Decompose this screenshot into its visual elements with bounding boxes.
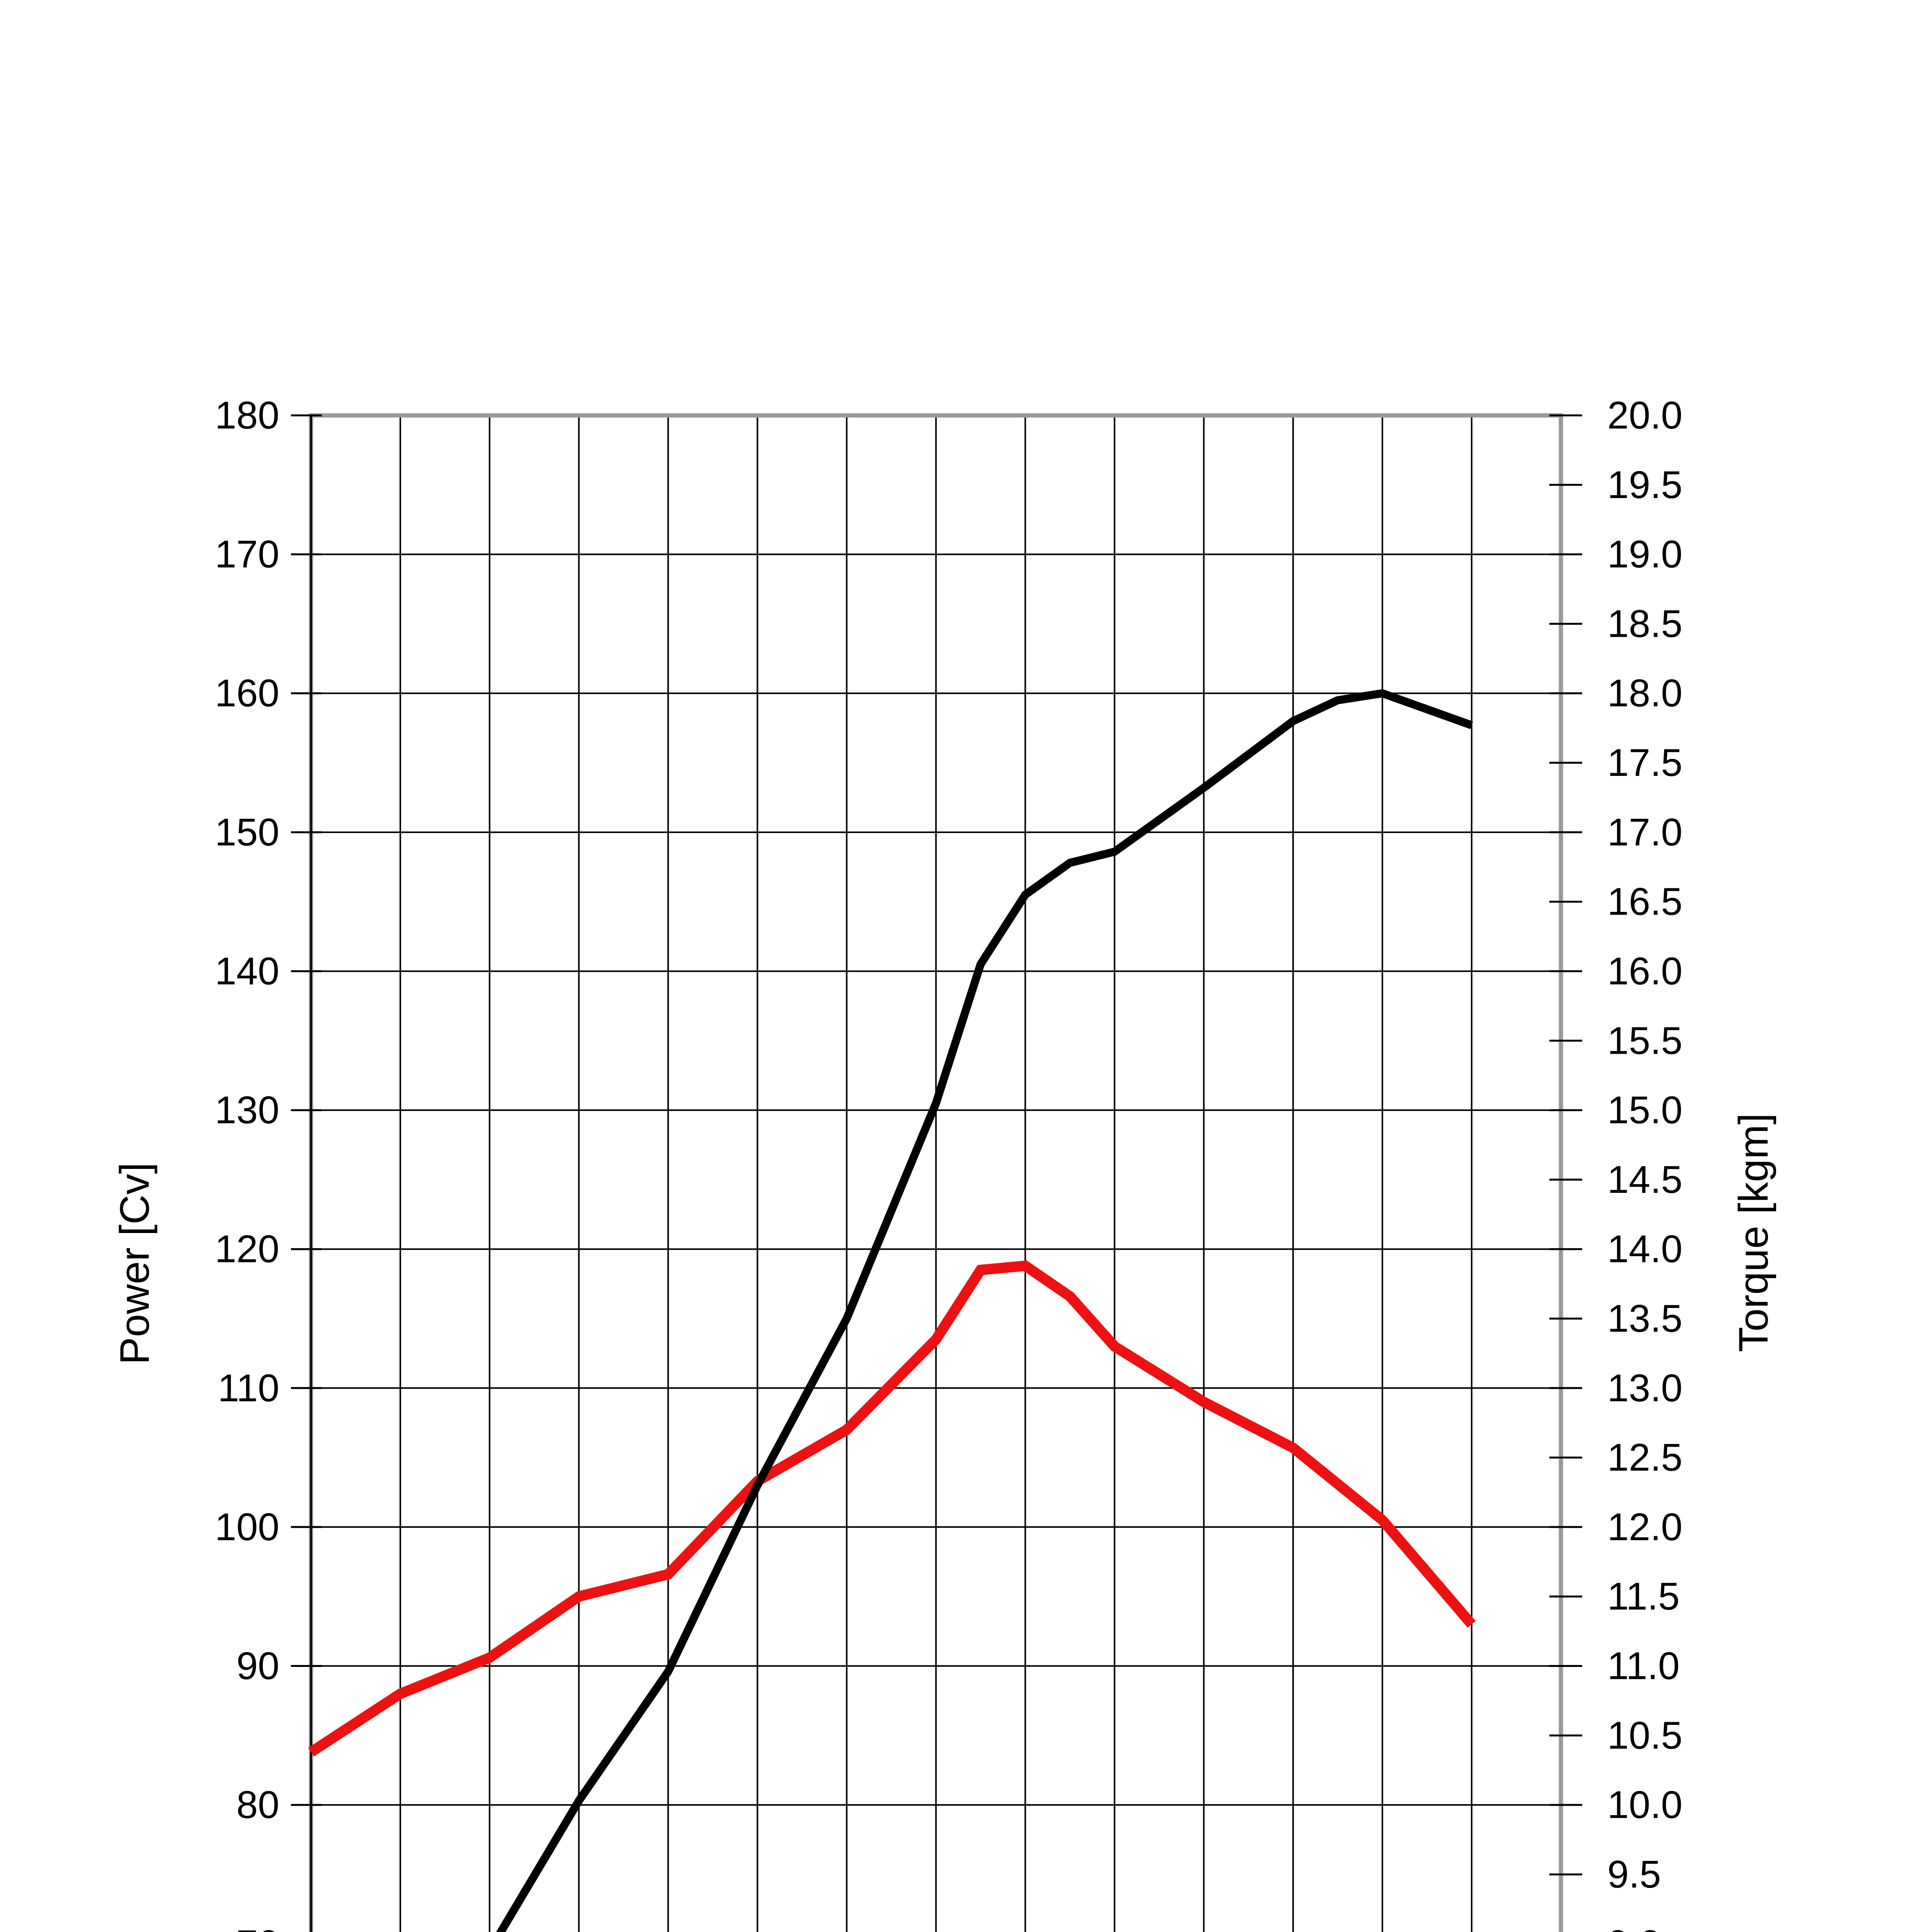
y-right-tick-label: 19.0 xyxy=(1607,533,1683,576)
series-lines xyxy=(308,689,1476,1932)
y-left-tick-label: 160 xyxy=(215,672,279,715)
y-left-tick-label: 140 xyxy=(215,949,279,993)
y-right-tick-label: 9.5 xyxy=(1607,1853,1661,1896)
y-right-tick-label: 13.5 xyxy=(1607,1297,1683,1340)
y-right-tick-label: 12.0 xyxy=(1607,1505,1683,1549)
y-right-tick-label: 9.0 xyxy=(1607,1922,1661,1932)
y-right-tick-label: 14.0 xyxy=(1607,1228,1683,1271)
y-right-tick-label: 15.5 xyxy=(1607,1019,1683,1062)
y-right-tick-label: 18.0 xyxy=(1607,672,1683,715)
right-axis-tick-labels: 20.0 19.5 19.0 18.5 18.0 17.5 17.0 16.5 16.0 15.5… xyxy=(1607,394,1683,1932)
y-left-tick-label: 80 xyxy=(236,1783,279,1827)
power-curve xyxy=(496,689,1473,1932)
right-axis-title: Torque [kgm] xyxy=(1730,1113,1777,1352)
y-right-tick-label: 16.0 xyxy=(1607,949,1683,993)
torque-curve xyxy=(308,1260,1476,1757)
y-right-tick-label: 10.5 xyxy=(1607,1714,1683,1757)
y-right-tick-label: 10.0 xyxy=(1607,1783,1683,1827)
y-right-tick-label: 19.5 xyxy=(1607,463,1683,507)
y-left-tick-label: 120 xyxy=(215,1228,279,1271)
y-right-tick-label: 11.5 xyxy=(1607,1575,1680,1618)
y-left-tick-label: 110 xyxy=(218,1366,279,1410)
y-left-tick-label: 170 xyxy=(215,533,279,576)
y-right-tick-label: 12.5 xyxy=(1607,1436,1683,1479)
y-right-tick-label: 15.0 xyxy=(1607,1088,1683,1132)
y-right-tick-label: 13.0 xyxy=(1607,1366,1683,1410)
y-right-tick-label: 18.5 xyxy=(1607,602,1683,645)
left-axis-tick-labels: 1801701601501401301201101009080706050 xyxy=(215,394,279,1932)
axis-ticks xyxy=(291,414,1582,1876)
y-right-tick-label: 11.0 xyxy=(1607,1645,1680,1688)
y-left-tick-label: 70 xyxy=(236,1922,279,1932)
y-right-tick-label: 16.5 xyxy=(1607,880,1683,923)
left-axis-title: Power [Cv] xyxy=(111,1162,158,1364)
y-left-tick-label: 150 xyxy=(215,811,279,854)
y-left-tick-label: 100 xyxy=(215,1505,279,1549)
y-left-tick-label: 90 xyxy=(236,1645,279,1688)
gridlines xyxy=(310,415,1562,1932)
y-right-tick-label: 14.5 xyxy=(1607,1158,1683,1201)
y-right-tick-label: 17.0 xyxy=(1607,811,1683,854)
y-left-tick-label: 180 xyxy=(215,394,279,437)
y-right-tick-label: 17.5 xyxy=(1607,741,1683,784)
y-right-tick-label: 20.0 xyxy=(1607,394,1683,437)
y-left-tick-label: 130 xyxy=(215,1088,279,1132)
